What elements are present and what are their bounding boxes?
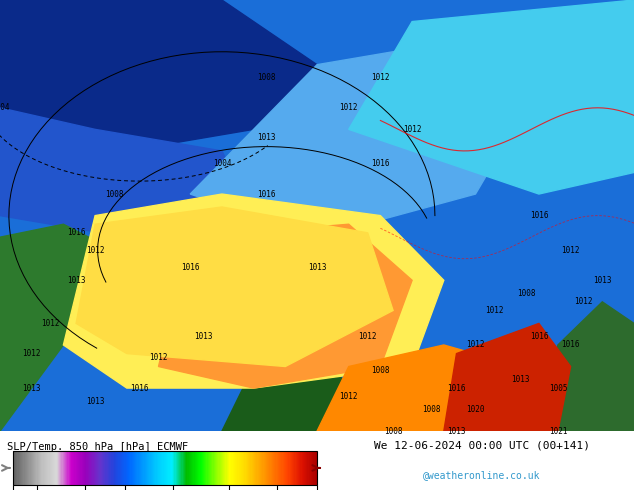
Text: 1016: 1016 (130, 384, 149, 392)
Text: 1013: 1013 (22, 384, 41, 392)
Text: 1008: 1008 (105, 190, 124, 198)
Text: 1013: 1013 (307, 263, 327, 272)
Text: 1013: 1013 (257, 133, 276, 143)
Text: 1012: 1012 (339, 392, 358, 401)
Text: 1008: 1008 (384, 427, 403, 436)
Text: We 12-06-2024 00:00 UTC (00+141): We 12-06-2024 00:00 UTC (00+141) (374, 441, 590, 451)
Text: 1013: 1013 (193, 332, 212, 341)
Text: 1012: 1012 (41, 319, 60, 328)
Text: 1013: 1013 (510, 375, 529, 384)
Text: 1016: 1016 (257, 190, 276, 198)
Text: 1012: 1012 (149, 353, 168, 363)
Text: 1013: 1013 (447, 427, 466, 436)
Text: 1016: 1016 (561, 341, 580, 349)
Polygon shape (158, 224, 412, 388)
Text: 1004: 1004 (0, 103, 10, 112)
Polygon shape (190, 43, 539, 237)
Polygon shape (539, 302, 634, 431)
Text: 1008: 1008 (422, 405, 441, 414)
Text: 1012: 1012 (403, 125, 422, 134)
Text: 1012: 1012 (485, 306, 504, 315)
Text: 1012: 1012 (561, 245, 580, 255)
Text: 1016: 1016 (181, 263, 200, 272)
Text: 1012: 1012 (371, 73, 390, 82)
Text: 1016: 1016 (529, 332, 548, 341)
Text: 1013: 1013 (86, 396, 105, 406)
Text: 1016: 1016 (371, 159, 390, 169)
Text: 1013: 1013 (67, 276, 86, 285)
Text: 1004: 1004 (212, 159, 231, 169)
Polygon shape (76, 207, 393, 367)
Text: 1016: 1016 (529, 211, 548, 220)
Text: 1012: 1012 (86, 245, 105, 255)
Polygon shape (0, 108, 254, 237)
Text: @weatheronline.co.uk: @weatheronline.co.uk (423, 470, 541, 480)
Text: 1021: 1021 (548, 427, 567, 436)
Text: 1012: 1012 (22, 349, 41, 358)
Polygon shape (317, 345, 539, 431)
Text: 1012: 1012 (358, 332, 377, 341)
Text: 1008: 1008 (371, 367, 390, 375)
Text: 1008: 1008 (517, 289, 536, 298)
Text: 1012: 1012 (574, 297, 593, 306)
Polygon shape (0, 0, 317, 151)
Text: 1016: 1016 (67, 228, 86, 237)
Text: 1013: 1013 (593, 276, 612, 285)
Polygon shape (222, 345, 349, 431)
Polygon shape (0, 224, 114, 431)
Polygon shape (63, 194, 444, 388)
Text: 1020: 1020 (466, 405, 485, 414)
Text: 1005: 1005 (548, 384, 567, 392)
Text: 1016: 1016 (447, 384, 466, 392)
Text: 1008: 1008 (257, 73, 276, 82)
Text: 1012: 1012 (339, 103, 358, 112)
Text: SLP/Temp. 850 hPa [hPa] ECMWF: SLP/Temp. 850 hPa [hPa] ECMWF (6, 442, 188, 452)
Polygon shape (444, 323, 571, 431)
Polygon shape (349, 0, 634, 194)
Text: 1012: 1012 (466, 341, 485, 349)
